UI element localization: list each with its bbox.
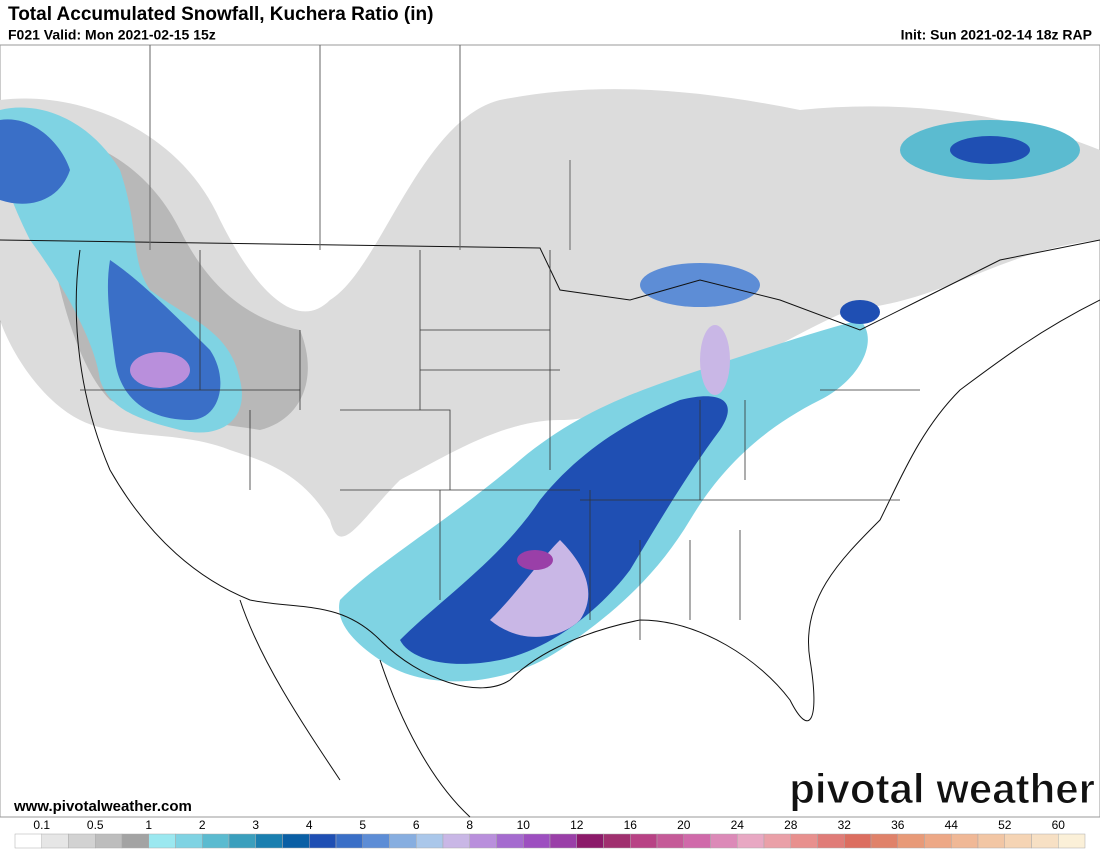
colorbar-swatch xyxy=(335,833,363,849)
colorbar-swatch xyxy=(1031,833,1059,849)
colorbar-swatch xyxy=(870,833,898,849)
snow-area-bc xyxy=(0,119,70,204)
colorbar-swatch xyxy=(389,833,417,849)
snow-area-quebec-heavy xyxy=(950,136,1030,164)
watermark: pivotal weather xyxy=(789,765,1095,812)
snow-area-ontario xyxy=(840,300,880,324)
colorbar-swatch xyxy=(416,833,444,849)
colorbar-swatch xyxy=(924,833,952,849)
colorbar-swatch xyxy=(523,833,551,849)
colorbar-swatch xyxy=(442,833,470,849)
colorbar-swatch xyxy=(282,833,310,849)
snow-area-superior xyxy=(640,263,760,307)
valid-time: F021 Valid: Mon 2021-02-15 15z xyxy=(8,27,216,43)
colorbar-label: 4 xyxy=(306,818,313,832)
state-boundaries xyxy=(80,250,920,640)
snow-band-heavy xyxy=(400,396,728,664)
colorbar-label: 60 xyxy=(1052,818,1066,832)
snow-band-max xyxy=(490,540,589,637)
coastline-mexico xyxy=(239,599,471,818)
colorbar-swatch xyxy=(844,833,872,849)
snow-area-michigan xyxy=(700,325,730,395)
colorbar-swatch xyxy=(549,833,577,849)
colorbar-swatch xyxy=(1004,833,1032,849)
colorbar-swatch xyxy=(710,833,738,849)
map-area xyxy=(0,44,1100,818)
colorbar-label: 44 xyxy=(945,818,959,832)
colorbar-swatch xyxy=(897,833,925,849)
colorbar-label: 20 xyxy=(677,818,691,832)
colorbar-swatch xyxy=(175,833,203,849)
colorbar-swatch xyxy=(656,833,684,849)
colorbar-swatch xyxy=(121,833,149,849)
colorbar-label: 5 xyxy=(359,818,366,832)
snow-area-west-max xyxy=(130,352,190,388)
colorbar-swatch xyxy=(576,833,604,849)
colorbar-label: 0.1 xyxy=(33,818,50,832)
colorbar-swatch xyxy=(790,833,818,849)
colorbar-label: 36 xyxy=(891,818,905,832)
colorbar: 0.1 0.5 1 2 3 4 5 6 8 10 12 16 20 24 28 32 36 44 52 60 xyxy=(14,818,1086,849)
colorbar-label: 0.5 xyxy=(87,818,104,832)
province-lines xyxy=(149,45,571,250)
colorbar-swatch xyxy=(95,833,123,849)
colorbar-swatch xyxy=(603,833,631,849)
colorbar-label: 6 xyxy=(413,818,420,832)
colorbar-swatch xyxy=(202,833,230,849)
colorbar-swatch xyxy=(309,833,337,849)
colorbar-swatch xyxy=(41,833,69,849)
colorbar-swatch xyxy=(255,833,283,849)
colorbar-swatch xyxy=(68,833,96,849)
colorbar-label: 52 xyxy=(998,818,1012,832)
colorbar-label: 12 xyxy=(570,818,584,832)
snow-band-peak xyxy=(517,550,553,570)
colorbar-swatch xyxy=(977,833,1005,849)
colorbar-swatch xyxy=(1058,833,1086,849)
colorbar-swatch xyxy=(228,833,256,849)
colorbar-swatch xyxy=(951,833,979,849)
colorbar-label: 10 xyxy=(517,818,531,832)
colorbar-label: 2 xyxy=(199,818,206,832)
colorbar-swatch xyxy=(630,833,658,849)
colorbar-label: 1 xyxy=(145,818,152,832)
colorbar-label: 24 xyxy=(731,818,745,832)
colorbar-label: 3 xyxy=(252,818,259,832)
colorbar-swatch xyxy=(148,833,176,849)
colorbar-swatch xyxy=(362,833,390,849)
state-lines xyxy=(80,250,920,640)
init-time: Init: Sun 2021-02-14 18z RAP xyxy=(901,27,1092,43)
colorbar-label: 28 xyxy=(784,818,798,832)
website-link[interactable]: www.pivotalweather.com xyxy=(13,798,192,815)
colorbar-swatch xyxy=(496,833,524,849)
colorbar-label: 32 xyxy=(838,818,852,832)
colorbar-swatch xyxy=(14,833,42,849)
colorbar-swatch xyxy=(737,833,765,849)
coastline-us xyxy=(75,249,1100,722)
colorbar-label: 16 xyxy=(624,818,638,832)
colorbar-swatch xyxy=(469,833,497,849)
colorbar-label: 8 xyxy=(466,818,473,832)
colorbar-swatch xyxy=(817,833,845,849)
map-title: Total Accumulated Snowfall, Kuchera Rati… xyxy=(8,4,433,25)
colorbar-swatch xyxy=(763,833,791,849)
colorbar-swatch xyxy=(683,833,711,849)
